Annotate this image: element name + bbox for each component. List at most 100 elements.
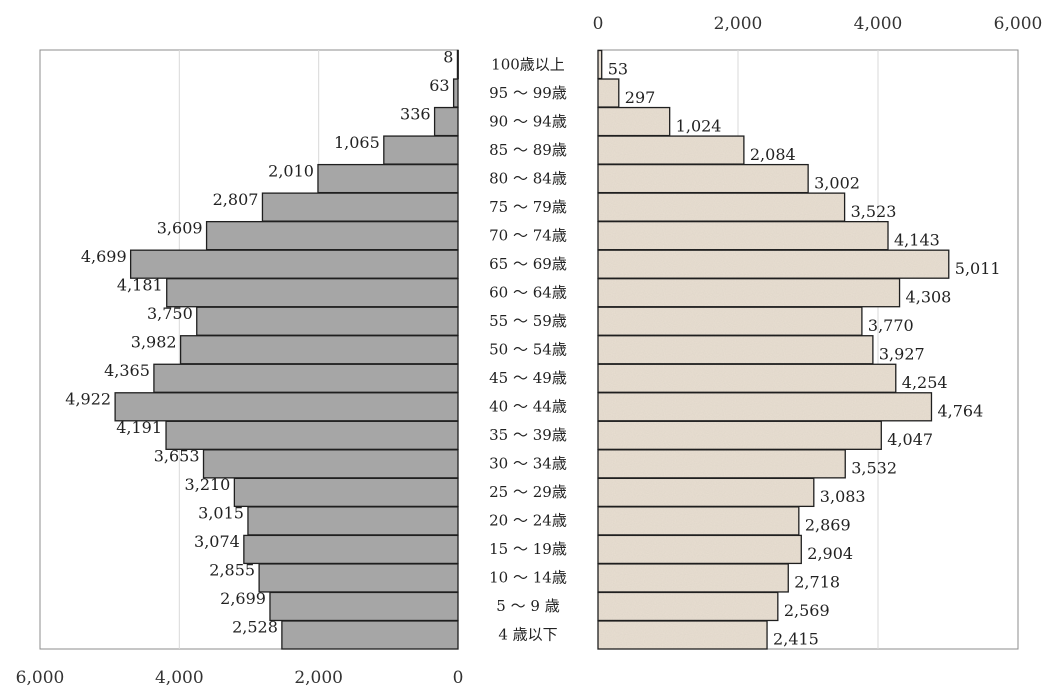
left-bar — [165, 420, 459, 450]
left-axis-tick-label: 2,000 — [294, 668, 343, 688]
right-value-label: 3,523 — [851, 202, 897, 221]
right-axis-tick-label: 0 — [593, 14, 604, 34]
age-group-label: 25 ～ 29歳 — [489, 483, 567, 501]
left-bar — [114, 392, 459, 422]
right-value-label: 297 — [625, 88, 656, 107]
left-bar — [261, 192, 459, 222]
right-value-label: 53 — [608, 59, 628, 78]
left-panel: 8 63 336 1,065 2,010 2,807 3,609 4,699 4,181 3,75… — [16, 47, 464, 688]
left-axis-ticks: 6,000 4,000 2,000 0 — [16, 668, 464, 688]
age-group-label: 40 ～ 44歳 — [489, 398, 567, 416]
right-bar — [597, 78, 620, 108]
age-group-label: 55 ～ 59歳 — [489, 312, 567, 330]
right-bar — [597, 363, 897, 393]
right-value-label: 2,869 — [805, 516, 851, 535]
left-value-label: 3,609 — [157, 218, 203, 237]
right-value-label: 1,024 — [676, 116, 722, 135]
right-panel: 53 297 1,024 2,084 3,002 3,523 4,143 5,0114,308… — [593, 14, 1043, 650]
right-value-label: 4,143 — [894, 230, 940, 249]
left-bar — [129, 249, 459, 279]
right-bar — [597, 392, 933, 422]
left-value-label: 8 — [443, 47, 453, 66]
age-group-label: 85 ～ 89歳 — [489, 141, 567, 159]
age-group-label: 10 ～ 14歳 — [489, 569, 567, 587]
right-axis-tick-label: 2,000 — [714, 14, 763, 34]
age-group-label: 50 ～ 54歳 — [489, 341, 567, 359]
age-group-label: 30 ～ 34歳 — [489, 455, 567, 473]
left-bar — [247, 506, 459, 536]
age-group-label: 4 歳以下 — [498, 626, 557, 644]
left-value-labels: 8 63 336 1,065 2,010 2,807 3,609 4,699 4,181 3,75… — [65, 47, 453, 636]
left-bar — [196, 306, 459, 336]
right-axis-ticks: 0 2,000 4,000 6,000 — [593, 14, 1043, 34]
age-group-label: 15 ～ 19歳 — [489, 540, 567, 558]
right-bar — [597, 192, 846, 222]
right-bar — [597, 106, 671, 137]
left-value-label: 3,015 — [198, 504, 244, 523]
left-value-label: 3,750 — [147, 304, 193, 323]
left-bar — [281, 620, 459, 650]
left-bar — [202, 449, 459, 479]
left-axis-tick-label: 0 — [453, 668, 464, 688]
right-bar — [597, 563, 789, 593]
age-group-label: 45 ～ 49歳 — [489, 369, 567, 387]
left-value-label: 336 — [400, 104, 431, 123]
right-bar — [597, 534, 802, 565]
left-value-label: 4,699 — [81, 247, 127, 266]
left-axis-tick-label: 6,000 — [16, 668, 65, 688]
left-bar — [258, 563, 459, 593]
left-value-label: 4,365 — [104, 361, 150, 380]
right-bar — [597, 278, 901, 308]
age-group-label: 35 ～ 39歳 — [489, 426, 567, 444]
left-bar — [205, 220, 459, 251]
left-bar — [233, 477, 459, 508]
age-group-label: 80 ～ 84歳 — [489, 169, 567, 187]
age-group-label: 95 ～ 99歳 — [489, 84, 567, 102]
left-bar — [317, 163, 459, 194]
right-bar — [597, 163, 809, 194]
age-group-label: 90 ～ 94歳 — [489, 112, 567, 130]
right-value-label: 2,569 — [784, 601, 830, 620]
left-value-label: 2,010 — [268, 161, 314, 180]
age-group-label: 70 ～ 74歳 — [489, 226, 567, 244]
right-bar — [597, 420, 882, 450]
right-value-label: 2,415 — [773, 630, 819, 649]
right-axis-tick-label: 4,000 — [854, 14, 903, 34]
right-bar — [597, 335, 874, 365]
left-bar — [456, 49, 459, 80]
right-value-label: 5,011 — [955, 259, 1001, 278]
left-bar — [433, 106, 459, 137]
left-bar — [269, 591, 459, 622]
right-value-label: 4,764 — [937, 402, 983, 421]
left-bars — [114, 49, 459, 650]
left-value-label: 3,982 — [131, 333, 177, 352]
right-bar — [597, 449, 846, 479]
left-value-label: 4,191 — [116, 418, 162, 437]
age-group-labels: 100歳以上 95 ～ 99歳 90 ～ 94歳 85 ～ 89歳 80 ～ 84歳 75… — [489, 55, 567, 643]
left-value-label: 63 — [429, 76, 449, 95]
left-value-label: 3,653 — [154, 447, 200, 466]
right-axis-tick-label: 6,000 — [994, 14, 1043, 34]
left-value-label: 3,074 — [194, 532, 240, 551]
age-group-label: 100歳以上 — [491, 55, 565, 73]
left-axis-tick-label: 4,000 — [155, 668, 204, 688]
left-value-label: 2,807 — [213, 190, 259, 209]
left-bar — [383, 135, 459, 165]
right-value-label: 4,047 — [887, 430, 933, 449]
right-bar — [597, 620, 768, 650]
left-value-label: 2,855 — [209, 561, 255, 580]
right-value-label: 3,927 — [879, 345, 925, 364]
right-value-labels: 53 297 1,024 2,084 3,002 3,523 4,143 5,0114,308… — [608, 59, 1001, 648]
right-value-label: 4,254 — [902, 373, 948, 392]
right-value-label: 3,532 — [851, 459, 897, 478]
left-bar — [166, 278, 459, 308]
right-bar — [597, 591, 779, 622]
left-bar — [153, 363, 459, 393]
right-value-label: 3,002 — [814, 173, 860, 192]
right-bar — [597, 506, 800, 536]
right-bars — [597, 49, 950, 650]
left-value-label: 1,065 — [334, 133, 380, 152]
left-value-label: 4,922 — [65, 390, 111, 409]
age-group-label: 65 ～ 69歳 — [489, 255, 567, 273]
